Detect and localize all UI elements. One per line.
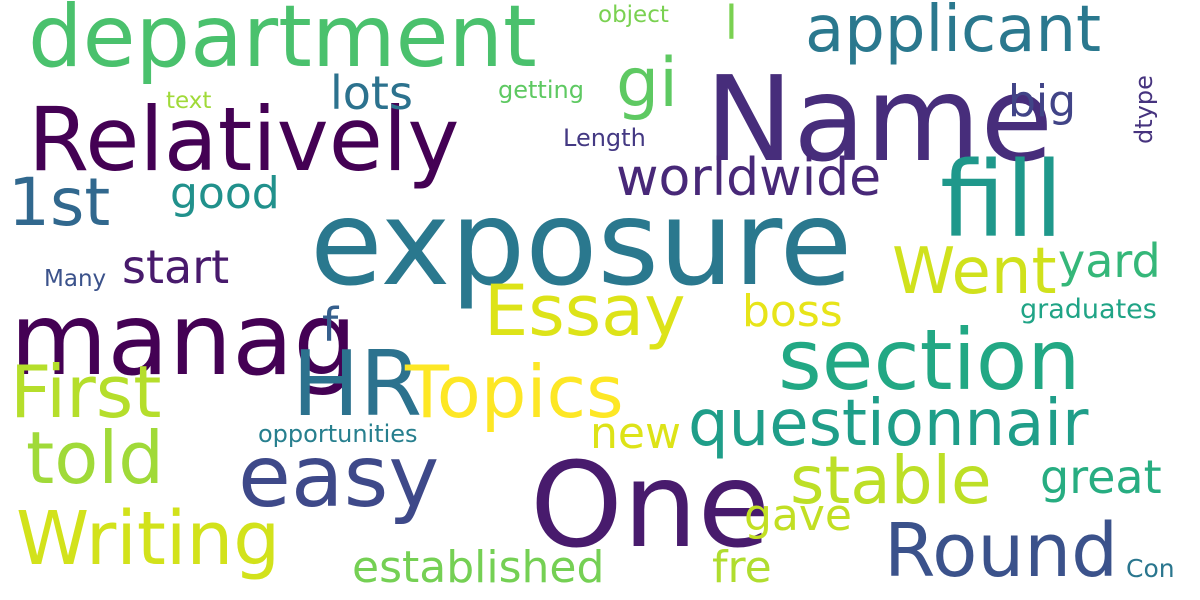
word-easy: easy bbox=[238, 427, 440, 527]
word-length: Length bbox=[563, 124, 646, 152]
word-graduates: graduates bbox=[1020, 294, 1157, 325]
word-section: section bbox=[778, 311, 1081, 409]
word-con: Con bbox=[1126, 554, 1175, 583]
word-lots: lots bbox=[330, 66, 413, 120]
word-applicant: applicant bbox=[805, 0, 1102, 67]
word-name: Name bbox=[705, 50, 1054, 188]
word-opportunities: opportunities bbox=[258, 420, 418, 448]
word-fill: fill bbox=[940, 139, 1064, 261]
word-exposure: exposure bbox=[310, 174, 853, 312]
word-start: start bbox=[122, 240, 230, 294]
word-went: Went bbox=[892, 235, 1057, 309]
word-stable: stable bbox=[790, 442, 992, 519]
word-first: First bbox=[10, 350, 162, 434]
word-good: good bbox=[170, 168, 280, 219]
word-f: f bbox=[322, 298, 339, 352]
word-dtype: dtype bbox=[1130, 75, 1158, 144]
word-big: big bbox=[1008, 76, 1077, 127]
word-round: Round bbox=[884, 508, 1119, 594]
word-getting: getting bbox=[498, 76, 584, 104]
word-gave: gave bbox=[744, 490, 853, 541]
word-1st: 1st bbox=[8, 164, 111, 241]
word-great: great bbox=[1040, 450, 1162, 504]
word-topics: Topics bbox=[405, 350, 624, 434]
word-relatively: Relatively bbox=[28, 88, 460, 191]
word-manag: manag bbox=[10, 281, 357, 398]
word-department: department bbox=[28, 0, 537, 87]
word-yard: yard bbox=[1058, 234, 1161, 288]
word-writing: Writing bbox=[16, 496, 281, 582]
word-boss: boss bbox=[742, 286, 843, 337]
word-questionnair: questionnair bbox=[688, 387, 1089, 461]
word-worldwide: worldwide bbox=[616, 148, 882, 208]
word-hr: HR bbox=[292, 332, 423, 437]
word-essay: Essay bbox=[484, 270, 686, 352]
word-one: One bbox=[530, 436, 771, 574]
word-object: object bbox=[598, 2, 669, 28]
word-many: Many bbox=[44, 266, 107, 292]
word-told: told bbox=[26, 416, 164, 500]
word-l: l bbox=[725, 0, 738, 50]
word-fre: fre bbox=[712, 542, 772, 593]
word-gi: gi bbox=[616, 44, 679, 123]
word-text: text bbox=[166, 88, 212, 114]
word-new: new bbox=[590, 408, 681, 459]
word-established: established bbox=[352, 542, 605, 593]
